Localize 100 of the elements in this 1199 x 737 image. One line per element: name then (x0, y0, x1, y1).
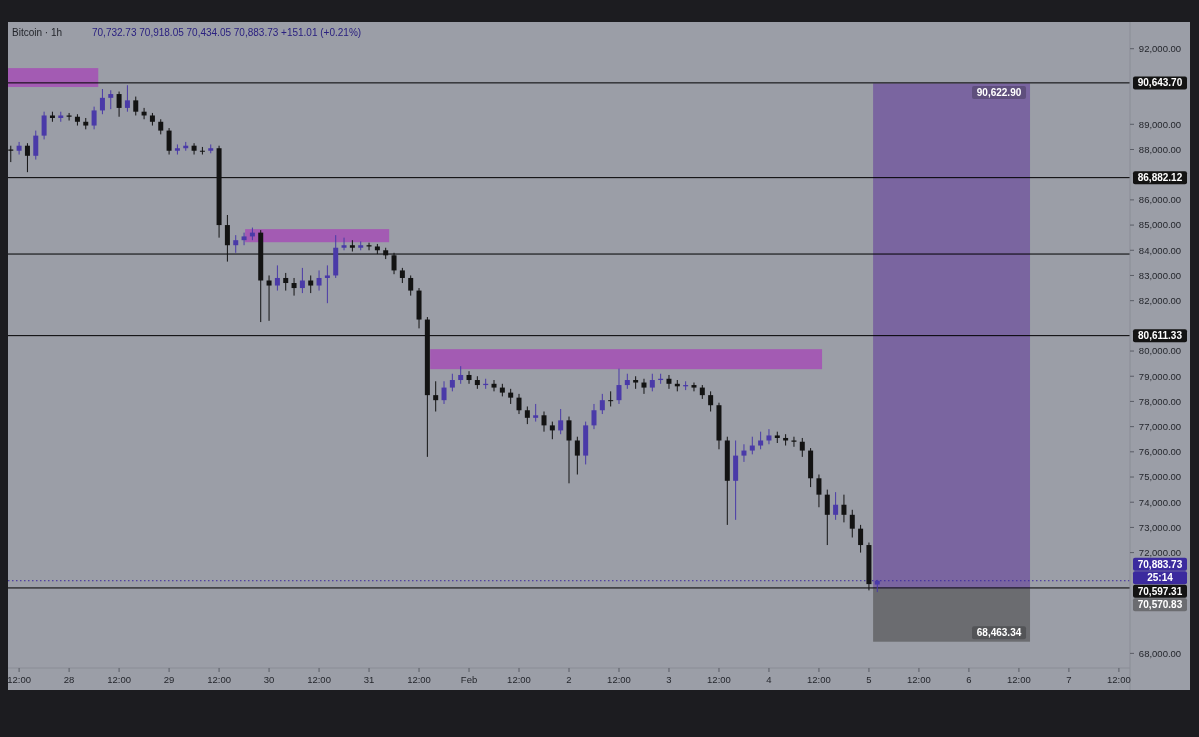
x-tick-label: 12:00 (407, 674, 431, 686)
y-tick-label: 72,000.00 (1138, 546, 1182, 558)
candlestick (41, 111, 47, 140)
y-tick-label: 76,000.00 (1138, 446, 1182, 458)
candlestick (824, 489, 830, 546)
ref-line-label: 80,611.33 (1138, 330, 1183, 342)
candlestick (124, 84, 130, 113)
candlestick (666, 374, 672, 390)
candlestick (274, 264, 280, 292)
candlestick (299, 267, 305, 294)
x-tick-label: 12:00 (907, 674, 931, 686)
candlestick (816, 474, 822, 508)
ref-line-label: 70,883.73 (1137, 558, 1183, 570)
x-tick-label: 31 (363, 674, 375, 686)
y-tick-label: 89,000.00 (1138, 118, 1182, 130)
x-tick-label: 12:00 (807, 674, 831, 686)
candlestick (341, 237, 347, 251)
candlestick (566, 416, 572, 484)
x-tick-label: 5 (866, 674, 872, 686)
candlestick (99, 88, 105, 115)
band-label: 90,622.90 (976, 86, 1022, 98)
candlestick (24, 142, 30, 173)
candlestick (191, 142, 197, 156)
x-tick-label: 12:00 (1007, 674, 1031, 686)
candlestick (491, 379, 497, 392)
candlestick (833, 491, 839, 521)
y-tick-label: 88,000.00 (1138, 143, 1182, 155)
candlestick (441, 380, 447, 405)
candlestick (116, 91, 122, 118)
y-tick-label: 80,000.00 (1138, 345, 1182, 357)
y-tick-label: 77,000.00 (1138, 420, 1182, 432)
x-tick-label: 12:00 (707, 674, 731, 686)
chart-subtitle: 70,732.73 70,918.05 70,434.05 70,883.73 +151.01 (+0.21%) (92, 26, 362, 38)
text: 70,570.83 (1137, 599, 1183, 611)
x-tick-label: 12:00 (307, 674, 331, 686)
candlestick (291, 277, 297, 297)
candlestick (466, 370, 472, 385)
x-tick-label: 12:00 (507, 674, 531, 686)
ref-line-label: 90,643.70 (1137, 77, 1183, 89)
candlestick (224, 214, 230, 263)
y-tick-label: 73,000.00 (1138, 521, 1182, 533)
x-tick-label: 7 (1066, 674, 1072, 686)
candlestick (166, 127, 172, 156)
candlestick (599, 393, 605, 415)
x-tick-label: 12:00 (207, 674, 231, 686)
candlestick (849, 509, 855, 538)
band-label: 68,463.34 (976, 627, 1022, 639)
x-tick-label: 3 (666, 674, 672, 686)
candlestick (858, 524, 864, 554)
candlestick (16, 141, 22, 156)
candlestick (766, 428, 772, 445)
candlestick (791, 436, 797, 448)
x-tick-label: 4 (766, 674, 772, 686)
y-tick-label: 83,000.00 (1138, 269, 1182, 281)
y-tick-label: 85,000.00 (1138, 219, 1182, 231)
candlestick (708, 390, 714, 413)
candlestick (741, 443, 747, 463)
candlestick (33, 130, 39, 161)
candlestick (558, 408, 564, 435)
y-tick-label: 74,000.00 (1138, 496, 1182, 508)
candlestick (591, 403, 597, 430)
x-tick-label: 29 (163, 674, 175, 686)
ref-line-label: 86,882.12 (1137, 172, 1183, 184)
x-tick-label: 2 (566, 674, 572, 686)
x-tick-label: 30 (263, 674, 275, 686)
y-tick-label: 84,000.00 (1138, 244, 1182, 256)
candlestick (433, 380, 439, 413)
x-tick-label: 12:00 (107, 674, 131, 686)
x-tick-label: 28 (63, 674, 75, 686)
candlestick (574, 436, 580, 475)
candlestick (516, 393, 522, 415)
candlestick (799, 437, 805, 458)
candlestick (616, 368, 622, 405)
candlestick (316, 269, 322, 292)
x-tick-label: Feb (460, 674, 478, 686)
x-tick-label: 12:00 (7, 674, 31, 686)
candlestick (391, 252, 397, 275)
candlestick (241, 232, 247, 246)
y-tick-label: 82,000.00 (1138, 294, 1182, 306)
ref-line-label: 70,597.31 (1137, 585, 1183, 597)
y-tick-label: 92,000.00 (1138, 43, 1182, 55)
candlestick (91, 106, 97, 130)
x-tick-label: 6 (966, 674, 972, 686)
candlestick (324, 264, 330, 304)
candlestick (608, 390, 614, 407)
y-tick-label: 68,000.00 (1138, 647, 1182, 659)
candlestick (841, 494, 847, 523)
text: 25:14 (1147, 572, 1174, 584)
candlestick (541, 411, 547, 433)
x-tick-label: 12:00 (1107, 674, 1131, 686)
chart-title: Bitcoin · 1h (12, 26, 63, 38)
candlestick (408, 274, 414, 297)
candlestick (133, 96, 139, 116)
y-tick-label: 86,000.00 (1138, 194, 1182, 206)
candlestick (641, 378, 647, 395)
candlestick (691, 382, 697, 392)
y-tick-label: 75,000.00 (1138, 471, 1182, 483)
y-tick-label: 78,000.00 (1138, 395, 1182, 407)
x-tick-label: 12:00 (607, 674, 631, 686)
candlestick (266, 274, 272, 322)
